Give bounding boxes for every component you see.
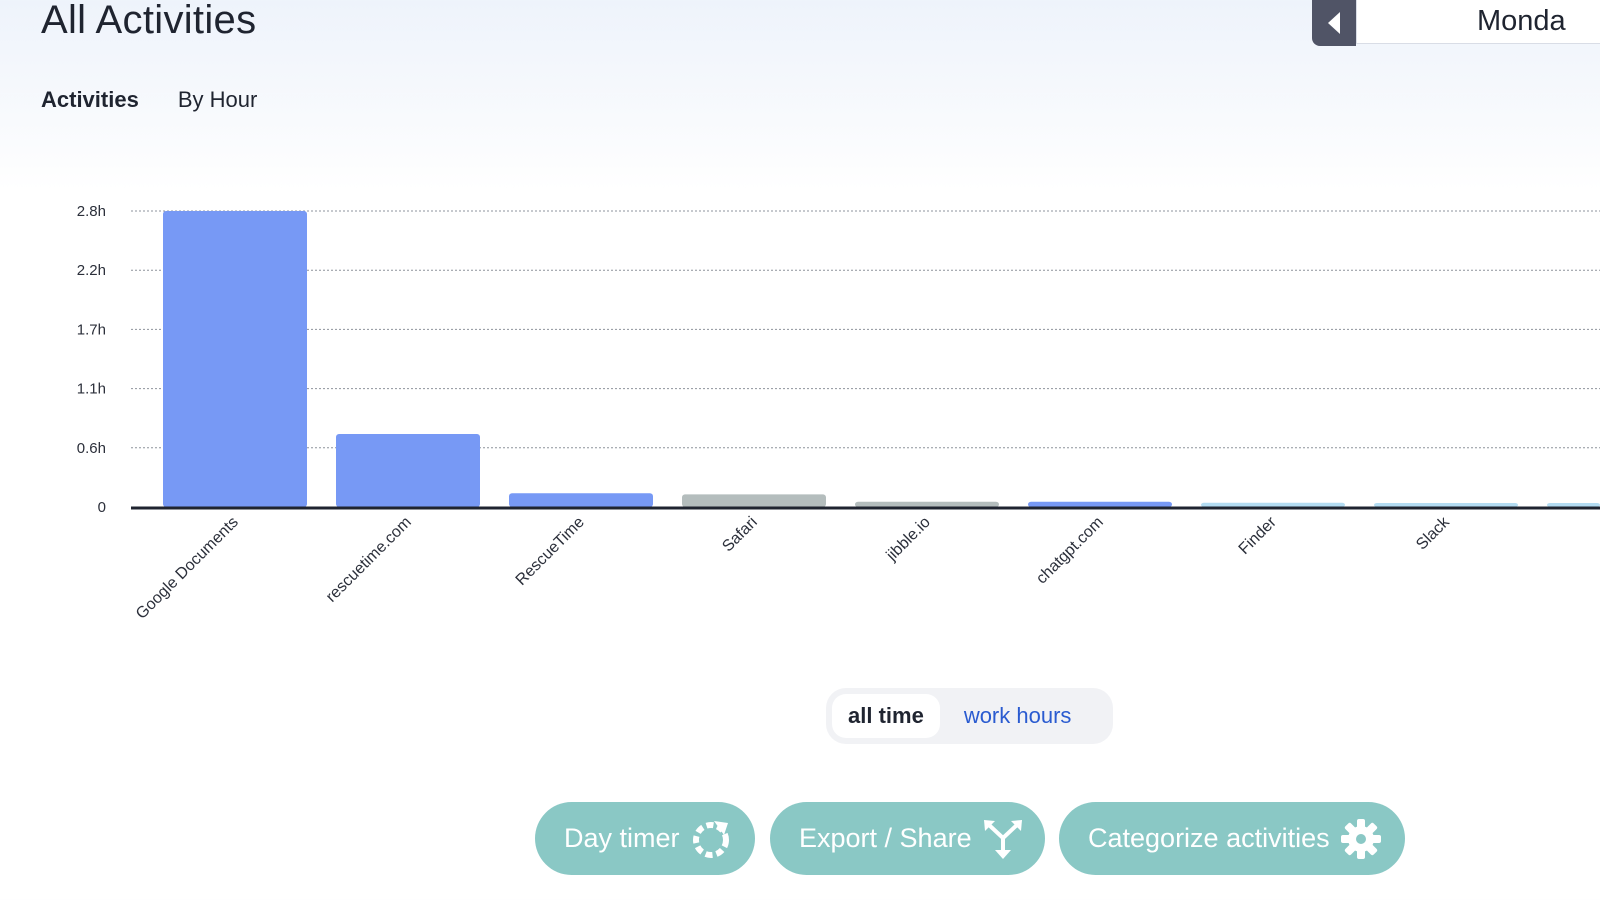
x-category-label: rescuetime.com [323,514,415,606]
bar-rescuetime[interactable] [509,493,653,507]
y-tick-label: 0 [98,499,106,516]
date-selector[interactable]: Monda [1356,0,1600,44]
bar-finder[interactable] [1201,502,1345,507]
tab-activities[interactable]: Activities [41,87,139,112]
export-share-icon [982,818,1024,860]
y-tick-label: 1.7h [77,321,106,338]
time-range-toggle: all time work hours [826,688,1113,744]
x-category-label: chatgpt.com [1033,514,1107,588]
tab-by-hour[interactable]: By Hour [177,87,258,112]
previous-date-button[interactable] [1312,0,1356,46]
page-title: All Activities [41,0,257,42]
day-timer-label: Day timer [564,823,680,853]
gear-icon [1340,818,1382,860]
y-tick-label: 2.8h [77,203,106,220]
y-tick-label: 1.1h [77,381,106,398]
x-category-label: RescueTime [513,514,588,589]
activities-bar-chart: 0 0.6h 1.1h 1.7h 2.2h 2.8h Google Documents res… [77,203,1600,623]
date-navigator: Monda [1312,0,1600,46]
x-category-label: Finder [1236,513,1281,558]
x-category-label: Google Documents [133,514,242,623]
bar-other[interactable] [1547,503,1600,507]
toggle-all-time[interactable]: all time [832,694,940,738]
export-share-button[interactable]: Export / Share [770,802,1045,875]
bar-rescuetime-com[interactable] [336,434,480,507]
refresh-icon [690,818,732,860]
bar-safari[interactable] [682,494,826,507]
export-share-label: Export / Share [799,823,972,853]
y-tick-label: 0.6h [77,440,106,457]
bar-chatgpt-com[interactable] [1028,501,1172,507]
x-category-label: Slack [1413,513,1453,553]
categorize-activities-label: Categorize activities [1088,823,1330,853]
bar-jibble-io[interactable] [855,501,999,507]
bar-slack[interactable] [1374,503,1518,507]
view-tabs: Activities By Hour [41,86,257,114]
x-category-label: jibble.io [883,514,934,565]
toggle-work-hours[interactable]: work hours [963,703,1072,728]
bar-google-documents[interactable] [163,211,307,507]
y-tick-label: 2.2h [77,262,106,279]
x-category-label: Safari [719,514,761,556]
categorize-activities-button[interactable]: Categorize activities [1059,802,1405,875]
chevron-left-icon [1328,12,1340,34]
day-timer-button[interactable]: Day timer [535,802,755,875]
